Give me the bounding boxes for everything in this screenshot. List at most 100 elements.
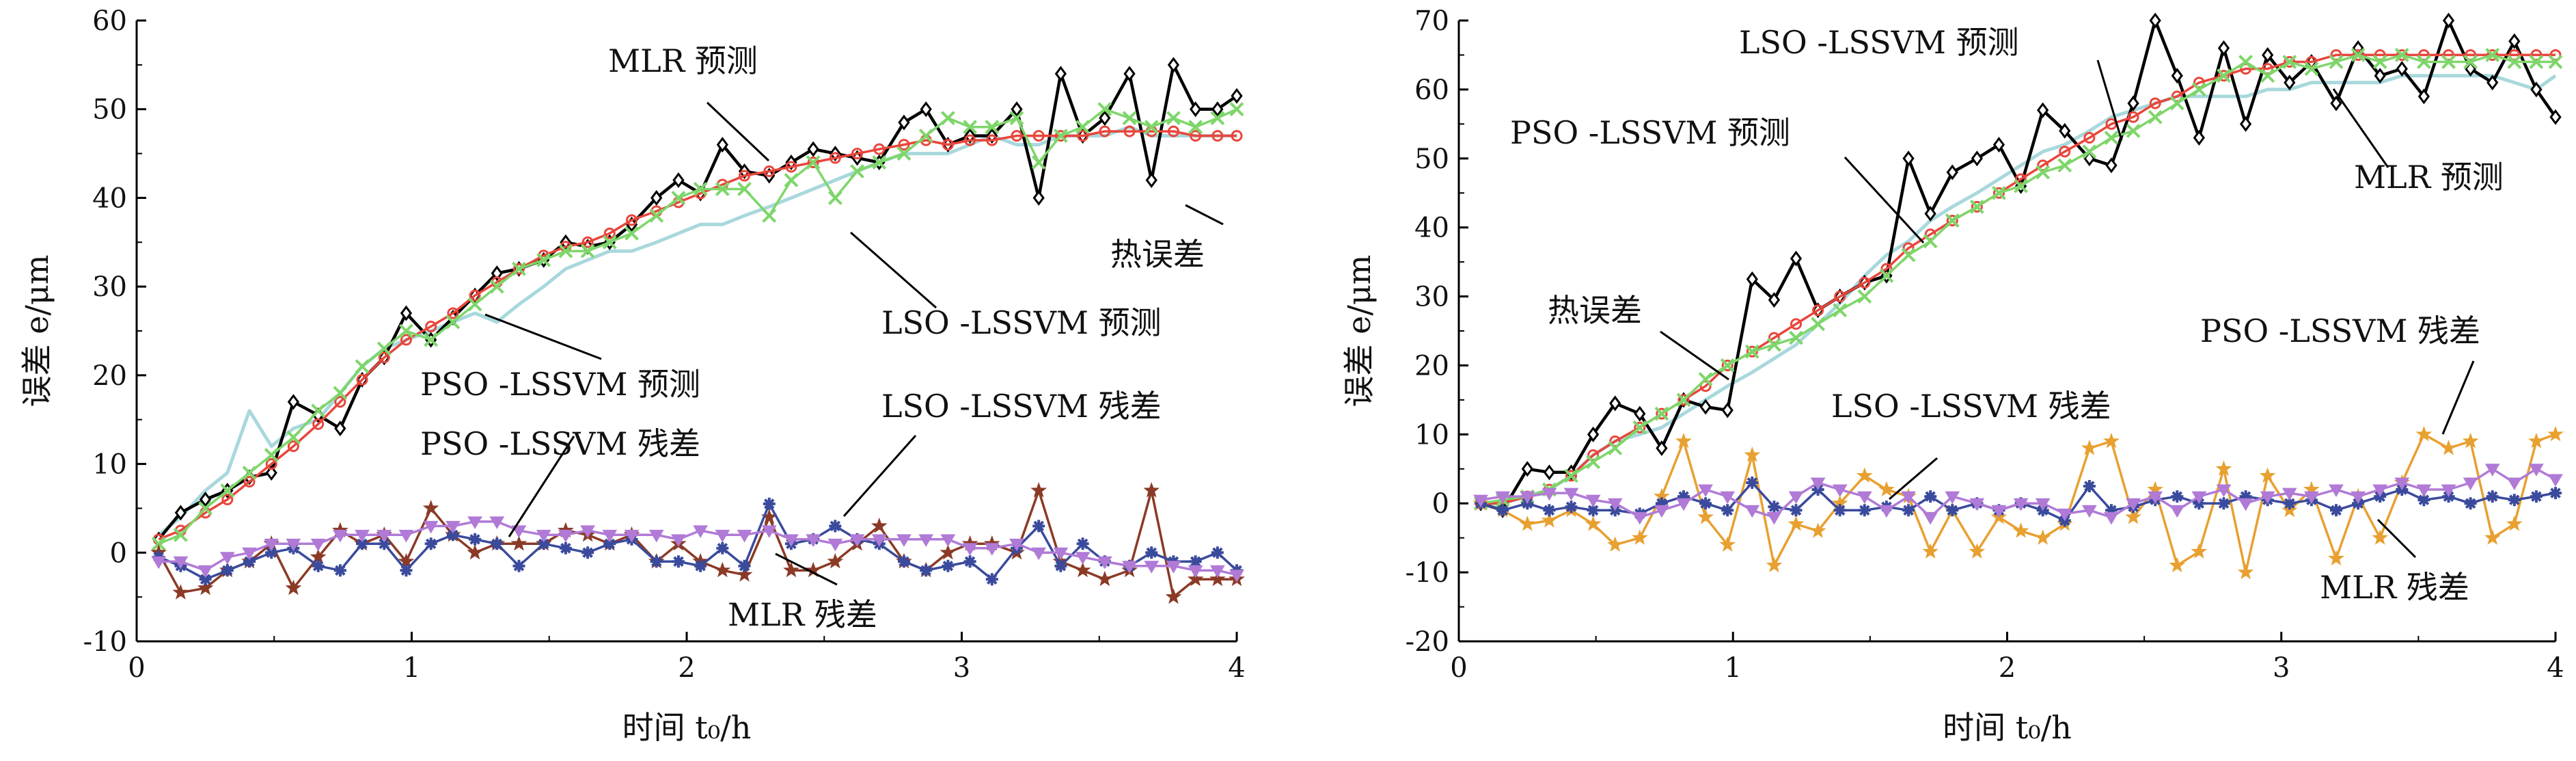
point-mlr_resid	[2125, 508, 2141, 524]
point-mlr_pred	[400, 305, 413, 321]
point-lso_pred	[2169, 96, 2184, 111]
point-lso_pred	[2485, 48, 2500, 62]
point-lso_pred	[2057, 158, 2072, 173]
point-mlr_resid	[2281, 501, 2298, 518]
point-lso_resid	[2506, 477, 2522, 490]
point-mlr_resid	[714, 561, 731, 578]
point-pso_pred	[2284, 56, 2296, 68]
point-pso_pred	[378, 351, 390, 364]
point-lso_pred	[1992, 185, 2006, 200]
point-pso_resid	[1211, 546, 1224, 559]
point-lso_resid	[2394, 477, 2410, 490]
point-lso_pred	[173, 527, 188, 542]
point-lso_resid	[1495, 491, 1511, 505]
point-lso_resid	[2372, 484, 2388, 498]
point-lso_resid	[2529, 464, 2544, 477]
point-mlr_resid	[1585, 516, 1602, 531]
point-lso_pred	[399, 323, 413, 338]
point-lso_pred	[580, 243, 595, 258]
point-pso_pred	[1790, 318, 1803, 330]
point-lso_resid	[1945, 491, 1960, 505]
point-mlr_pred	[1946, 164, 1958, 181]
point-pso_pred	[2374, 49, 2386, 61]
point-pso_pred	[1721, 359, 1734, 371]
point-lso_resid	[2238, 498, 2253, 511]
point-lso_resid	[580, 525, 595, 538]
point-mlr_resid	[1519, 516, 1536, 531]
point-lso_pred	[2217, 68, 2231, 83]
point-mlr_pred	[2284, 75, 2296, 91]
point-lso_pred	[220, 483, 235, 498]
point-pso_pred	[1971, 200, 1983, 213]
y-tick-label: 60	[92, 5, 127, 37]
point-pso_pred	[512, 263, 525, 275]
point-lso_resid	[2351, 491, 2366, 505]
point-pso_pred	[1946, 215, 1958, 227]
point-mlr_resid	[1766, 557, 1783, 573]
point-lso_pred	[2416, 55, 2431, 69]
point-pso_resid	[1565, 500, 1578, 513]
point-pso_resid	[672, 555, 685, 568]
point-mlr_resid	[2215, 460, 2232, 476]
point-mlr_pred	[2530, 81, 2543, 98]
point-mlr_resid	[467, 544, 483, 560]
point-lso_resid	[310, 538, 326, 552]
point-mlr_pred	[1145, 172, 1157, 188]
y-axis-title: 误差 e/μm	[1341, 255, 1378, 408]
point-mlr_resid	[197, 579, 214, 596]
point-mlr_resid	[2547, 425, 2564, 442]
point-lso_pred	[446, 315, 461, 330]
point-lso_resid	[849, 534, 865, 547]
point-mlr_resid	[1675, 432, 1692, 449]
x-tick-label: 2	[1999, 652, 2016, 684]
point-pso_pred	[1587, 449, 1600, 462]
point-mlr_resid	[736, 566, 753, 582]
point-pso_pred	[851, 148, 864, 160]
point-lso_resid	[2191, 491, 2207, 505]
point-pso_resid	[694, 559, 707, 572]
annotation-thermal-error: 热误差	[1548, 292, 1642, 329]
point-mlr_pred	[2059, 122, 2071, 139]
annotation-thermal-error: 热误差	[1110, 236, 1205, 273]
series-lso_resid	[151, 516, 1244, 583]
point-lso_pred	[896, 146, 912, 161]
point-lso_resid	[1607, 498, 1623, 511]
point-pso_pred	[2465, 49, 2477, 61]
point-lso_resid	[536, 529, 551, 543]
point-pso_resid	[2083, 480, 2096, 492]
series-line-mlr_pred	[1480, 18, 2557, 512]
point-lso_resid	[446, 520, 461, 534]
point-lso_pred	[376, 341, 392, 356]
annotation-lso-pred: LSO -LSSVM 预测	[881, 304, 1162, 341]
point-lso_pred	[1833, 303, 1848, 318]
point-mlr_pred	[2486, 75, 2499, 91]
point-pso_pred	[1768, 332, 1780, 344]
point-lso_resid	[1075, 552, 1091, 565]
point-pso_pred	[898, 139, 910, 151]
point-lso_resid	[511, 525, 527, 538]
point-pso_pred	[807, 157, 819, 169]
point-mlr_resid	[1697, 508, 1714, 524]
point-lso_resid	[1563, 488, 1579, 501]
point-lso_pred	[512, 261, 526, 276]
point-lso_pred	[1857, 289, 1872, 304]
point-pso_resid	[312, 559, 325, 572]
point-pso_pred	[265, 458, 277, 470]
point-mlr_pred	[2330, 95, 2342, 111]
point-lso_pred	[2351, 48, 2366, 62]
point-lso_resid	[1473, 494, 1488, 508]
point-lso_pred	[489, 279, 504, 294]
point-lso_pred	[963, 120, 977, 135]
point-pso_pred	[739, 170, 751, 182]
point-pso_pred	[356, 373, 368, 386]
point-lso_resid	[1031, 547, 1047, 561]
point-pso_resid	[1587, 504, 1600, 517]
point-pso_resid	[1746, 477, 1759, 489]
point-pso_pred	[1565, 470, 1578, 482]
point-pso_resid	[356, 537, 368, 550]
point-pso_pred	[1812, 304, 1824, 317]
point-pso_resid	[2508, 494, 2521, 507]
series-mlr_resid	[1472, 425, 2564, 580]
point-pso_resid	[1032, 520, 1045, 533]
annotation-pso-resid: PSO -LSSVM 残差	[2200, 312, 2480, 349]
